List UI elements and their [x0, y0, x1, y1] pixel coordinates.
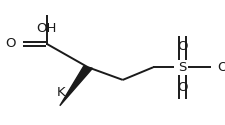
Polygon shape — [60, 66, 92, 106]
Text: OH: OH — [36, 22, 57, 35]
Text: O: O — [176, 81, 187, 94]
Text: S: S — [178, 61, 186, 74]
Text: OH: OH — [216, 61, 225, 74]
Text: K: K — [56, 86, 65, 99]
Text: O: O — [5, 37, 15, 50]
Text: O: O — [176, 40, 187, 53]
